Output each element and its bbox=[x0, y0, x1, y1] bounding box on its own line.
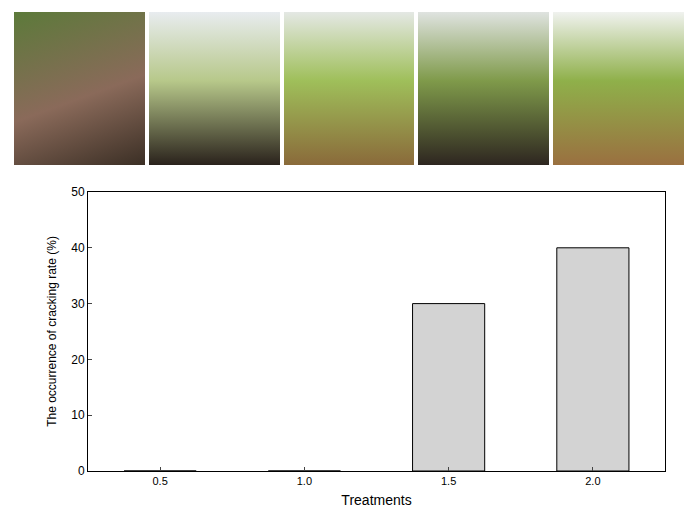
svg-text:20: 20 bbox=[71, 353, 85, 367]
svg-text:The occurrence of cracking rat: The occurrence of cracking rate (%) bbox=[45, 236, 59, 427]
svg-text:30: 30 bbox=[71, 297, 85, 311]
svg-text:0.5: 0.5 bbox=[152, 475, 167, 487]
svg-text:40: 40 bbox=[71, 241, 85, 255]
svg-text:0: 0 bbox=[78, 464, 85, 478]
svg-text:50: 50 bbox=[71, 185, 85, 199]
svg-text:10: 10 bbox=[71, 408, 85, 422]
svg-text:1.0: 1.0 bbox=[297, 475, 312, 487]
svg-text:2.0: 2.0 bbox=[585, 475, 600, 487]
svg-text:Treatments: Treatments bbox=[341, 492, 411, 508]
svg-text:1.5: 1.5 bbox=[441, 475, 456, 487]
